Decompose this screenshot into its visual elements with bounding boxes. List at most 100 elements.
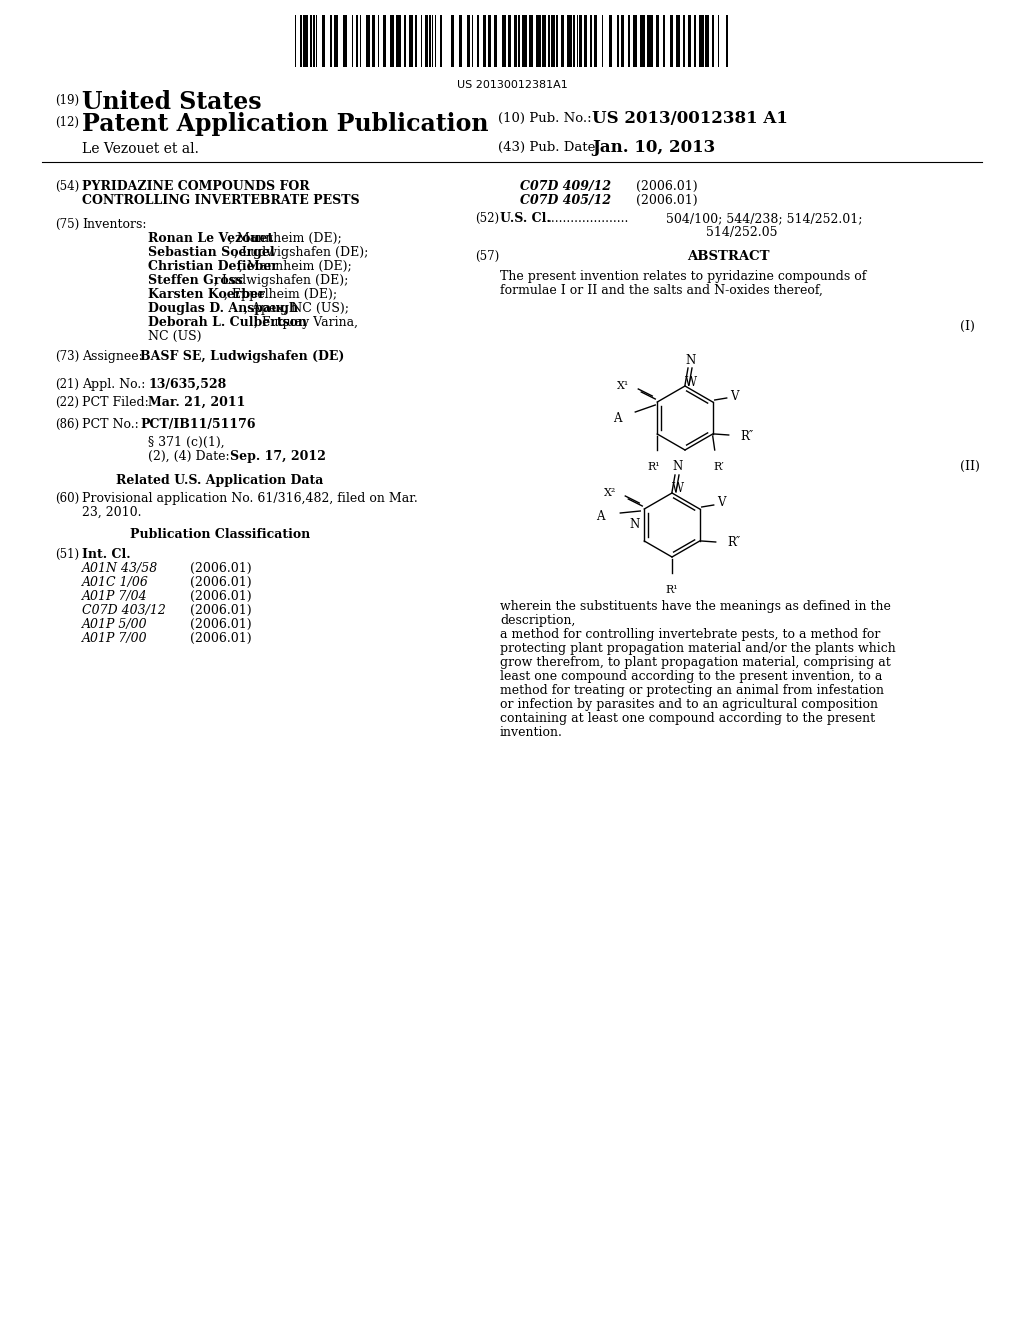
Text: N: N (673, 461, 683, 474)
Bar (561, 15, 564, 67)
Text: 504/100; 544/238; 514/252.01;: 504/100; 544/238; 514/252.01; (666, 213, 862, 224)
Bar (537, 15, 541, 67)
Bar (683, 15, 685, 67)
Bar (640, 15, 645, 67)
Bar (514, 15, 517, 67)
Text: R¹: R¹ (647, 462, 659, 473)
Text: wherein the substituents have the meanings as defined in the: wherein the substituents have the meanin… (500, 601, 891, 612)
Text: Patent Application Publication: Patent Application Publication (82, 112, 488, 136)
Bar (452, 15, 454, 67)
Bar (518, 15, 519, 67)
Text: Inventors:: Inventors: (82, 218, 146, 231)
Text: .....................: ..................... (548, 213, 630, 224)
Text: BASF SE, Ludwigshafen (DE): BASF SE, Ludwigshafen (DE) (140, 350, 344, 363)
Bar (713, 15, 714, 67)
Bar (429, 15, 431, 67)
Bar (726, 15, 728, 67)
Bar (609, 15, 612, 67)
Text: (I): (I) (961, 319, 975, 333)
Bar (323, 15, 325, 67)
Text: method for treating or protecting an animal from infestation: method for treating or protecting an ani… (500, 684, 884, 697)
Bar (303, 15, 308, 67)
Text: R′: R′ (714, 462, 724, 473)
Bar (502, 15, 507, 67)
Text: protecting plant propagation material and/or the plants which: protecting plant propagation material an… (500, 642, 896, 655)
Text: Deborah L. Culbertson: Deborah L. Culbertson (148, 315, 307, 329)
Bar (594, 15, 597, 67)
Bar (383, 15, 386, 67)
Bar (584, 15, 587, 67)
Text: (2), (4) Date:: (2), (4) Date: (148, 450, 229, 463)
Bar (404, 15, 407, 67)
Bar (487, 15, 490, 67)
Text: C07D 409/12: C07D 409/12 (520, 180, 611, 193)
Bar (590, 15, 592, 67)
Bar (522, 15, 527, 67)
Text: Le Vezouet et al.: Le Vezouet et al. (82, 143, 199, 156)
Text: X¹: X¹ (617, 381, 630, 391)
Text: (52): (52) (475, 213, 499, 224)
Text: R″: R″ (728, 536, 741, 549)
Text: C07D 403/12: C07D 403/12 (82, 605, 166, 616)
Text: U.S. Cl.: U.S. Cl. (500, 213, 551, 224)
Text: (43) Pub. Date:: (43) Pub. Date: (498, 141, 600, 154)
Bar (477, 15, 479, 67)
Text: (10) Pub. No.:: (10) Pub. No.: (498, 112, 592, 125)
Text: , Eppelheim (DE);: , Eppelheim (DE); (224, 288, 337, 301)
Text: R¹: R¹ (666, 585, 678, 595)
Text: Int. Cl.: Int. Cl. (82, 548, 131, 561)
Text: PCT Filed:: PCT Filed: (82, 396, 148, 409)
Text: Appl. No.:: Appl. No.: (82, 378, 145, 391)
Text: (22): (22) (55, 396, 79, 409)
Bar (633, 15, 637, 67)
Text: (2006.01): (2006.01) (190, 576, 252, 589)
Text: Publication Classification: Publication Classification (130, 528, 310, 541)
Text: , Mannheim (DE);: , Mannheim (DE); (239, 260, 351, 273)
Text: A: A (596, 511, 604, 524)
Text: A01N 43/58: A01N 43/58 (82, 562, 159, 576)
Bar (577, 15, 579, 67)
Text: United States: United States (82, 90, 261, 114)
Text: Jan. 10, 2013: Jan. 10, 2013 (592, 139, 715, 156)
Bar (359, 15, 361, 67)
Bar (467, 15, 470, 67)
Text: Karsten Koerber: Karsten Koerber (148, 288, 265, 301)
Text: Ronan Le Vezouet: Ronan Le Vezouet (148, 232, 273, 246)
Text: PCT No.:: PCT No.: (82, 418, 138, 432)
Bar (330, 15, 333, 67)
Text: A01P 7/00: A01P 7/00 (82, 632, 147, 645)
Text: V: V (718, 496, 726, 510)
Bar (699, 15, 703, 67)
Text: (75): (75) (55, 218, 79, 231)
Text: or infection by parasites and to an agricultural composition: or infection by parasites and to an agri… (500, 698, 878, 711)
Text: US 2013/0012381 A1: US 2013/0012381 A1 (592, 110, 787, 127)
Text: (60): (60) (55, 492, 79, 506)
Bar (372, 15, 375, 67)
Text: A01P 5/00: A01P 5/00 (82, 618, 147, 631)
Bar (551, 15, 555, 67)
Text: (19): (19) (55, 94, 79, 107)
Text: 13/635,528: 13/635,528 (148, 378, 226, 391)
Text: , Apex, NC (US);: , Apex, NC (US); (244, 302, 349, 315)
Text: 514/252.05: 514/252.05 (706, 226, 777, 239)
Text: (12): (12) (55, 116, 79, 129)
Text: ABSTRACT: ABSTRACT (687, 249, 769, 263)
Text: § 371 (c)(1),: § 371 (c)(1), (148, 436, 224, 449)
Bar (508, 15, 511, 67)
Text: Steffen Gross: Steffen Gross (148, 275, 243, 286)
Bar (425, 15, 428, 67)
Bar (616, 15, 618, 67)
Bar (705, 15, 710, 67)
Text: grow therefrom, to plant propagation material, comprising at: grow therefrom, to plant propagation mat… (500, 656, 891, 669)
Text: (2006.01): (2006.01) (636, 194, 697, 207)
Bar (670, 15, 673, 67)
Text: (51): (51) (55, 548, 79, 561)
Bar (390, 15, 394, 67)
Text: (57): (57) (475, 249, 500, 263)
Bar (688, 15, 691, 67)
Bar (483, 15, 485, 67)
Text: formulae I or II and the salts and N-oxides thereof,: formulae I or II and the salts and N-oxi… (500, 284, 823, 297)
Bar (300, 15, 302, 67)
Bar (415, 15, 417, 67)
Text: containing at least one compound according to the present: containing at least one compound accordi… (500, 711, 876, 725)
